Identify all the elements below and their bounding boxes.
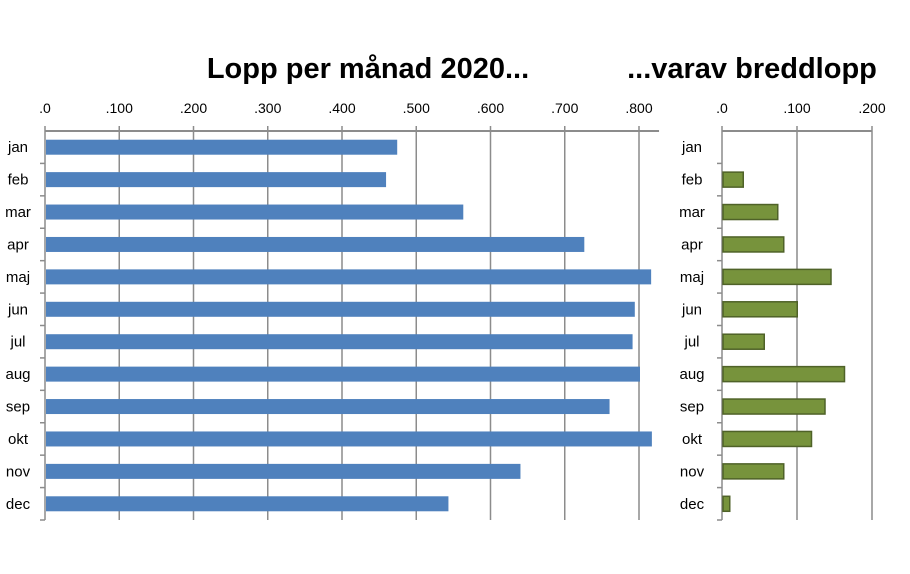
bar-dec bbox=[46, 496, 449, 512]
category-label: apr bbox=[7, 236, 29, 253]
tick-label: .400 bbox=[328, 100, 355, 116]
category-label: maj bbox=[6, 269, 30, 286]
category-label: aug bbox=[679, 366, 704, 383]
bar-maj bbox=[46, 269, 652, 285]
category-label: jun bbox=[681, 301, 702, 318]
bar-feb bbox=[46, 172, 387, 188]
bar-aug bbox=[722, 365, 846, 383]
category-label: okt bbox=[682, 431, 703, 448]
category-label: apr bbox=[681, 236, 703, 253]
tick-label: .0 bbox=[716, 100, 728, 116]
tick-label: .100 bbox=[106, 100, 133, 116]
category-label: aug bbox=[5, 366, 30, 383]
category-label: jul bbox=[683, 334, 699, 351]
category-label: sep bbox=[680, 399, 704, 416]
category-label: jan bbox=[7, 139, 28, 156]
tick-label: .800 bbox=[625, 100, 652, 116]
category-label: maj bbox=[680, 269, 704, 286]
category-label: feb bbox=[682, 172, 703, 189]
left-plot: .0 .100 .200 .300 .400 .500 .600 .700 .800 jan feb… bbox=[5, 100, 660, 521]
category-label: okt bbox=[8, 431, 29, 448]
tick-label: .300 bbox=[254, 100, 281, 116]
bar-jul bbox=[46, 334, 633, 350]
category-label: dec bbox=[6, 496, 31, 513]
bar-nov bbox=[46, 463, 521, 479]
right-plot: .0 .100 .200 jan feb mar apr maj jun jul aug sep okt… bbox=[679, 100, 886, 521]
category-label: nov bbox=[680, 463, 705, 480]
category-label: mar bbox=[679, 204, 705, 221]
bar-nov bbox=[722, 463, 785, 480]
category-label: jan bbox=[681, 139, 702, 156]
bar-feb bbox=[722, 171, 744, 188]
tick-label: .0 bbox=[39, 100, 51, 116]
bar-sep bbox=[722, 398, 826, 415]
tick-label: .500 bbox=[403, 100, 430, 116]
category-label: jun bbox=[7, 301, 28, 318]
tick-label: .700 bbox=[551, 100, 578, 116]
category-label: dec bbox=[680, 496, 705, 513]
bar-mar bbox=[46, 204, 464, 220]
chart-title-right: ...varav breddlopp bbox=[627, 53, 877, 85]
tick-label: .100 bbox=[783, 100, 810, 116]
bar-jan bbox=[46, 139, 398, 155]
category-label: jul bbox=[9, 334, 25, 351]
bar-okt bbox=[722, 430, 813, 448]
bar-jun bbox=[722, 301, 798, 318]
tick-label: .600 bbox=[477, 100, 504, 116]
bar-sep bbox=[46, 399, 610, 415]
bar-apr bbox=[46, 236, 585, 252]
bar-apr bbox=[722, 236, 785, 253]
bar-aug bbox=[46, 366, 640, 382]
chart-title-left: Lopp per månad 2020... bbox=[207, 53, 529, 85]
bar-maj bbox=[722, 268, 832, 286]
bar-jul bbox=[722, 333, 765, 350]
category-label: sep bbox=[6, 399, 30, 416]
category-label: feb bbox=[8, 172, 29, 189]
bar-dec bbox=[722, 495, 731, 513]
bar-jun bbox=[46, 301, 635, 317]
tick-label: .200 bbox=[180, 100, 207, 116]
category-label: mar bbox=[5, 204, 31, 221]
tick-label: .200 bbox=[858, 100, 885, 116]
bar-mar bbox=[722, 203, 779, 221]
category-label: nov bbox=[6, 463, 31, 480]
bar-okt bbox=[46, 431, 652, 447]
